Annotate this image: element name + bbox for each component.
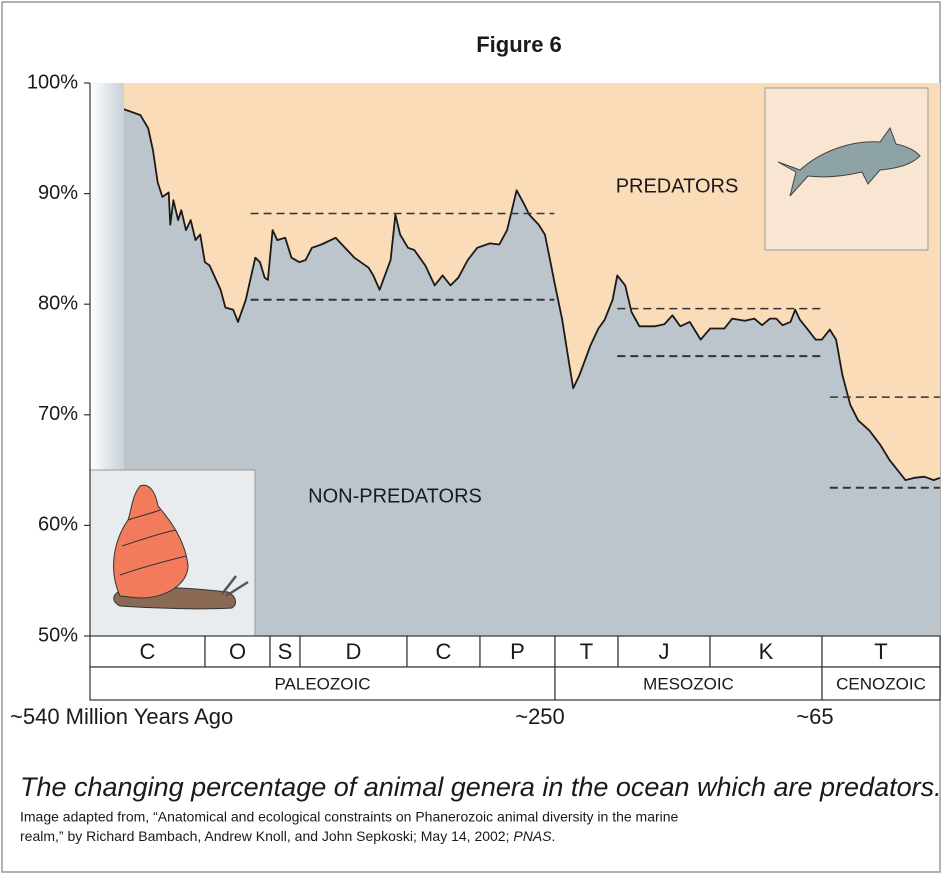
line (121, 107, 941, 481)
snail-shell (113, 484, 189, 599)
period-cell (269, 635, 301, 668)
period-label: C (140, 639, 156, 664)
source: Image adapted from, “Anatomical and ecol… (20, 809, 679, 825)
period-label: K (759, 639, 774, 664)
period-label: P (510, 639, 525, 664)
area-below (121, 108, 940, 636)
period-cell (406, 635, 481, 668)
region-label: NON-PREDATORS (308, 485, 482, 507)
region-label: PREDATORS (616, 175, 739, 197)
source-text: realm,” by Richard Bambach, Andrew Knoll… (20, 828, 513, 844)
time-label: ~540 Million Years Ago (10, 704, 233, 729)
era-cell (821, 666, 941, 701)
period-label: O (229, 639, 246, 664)
period-label: C (436, 639, 452, 664)
shark-icon (764, 87, 929, 251)
time-label: ~250 (515, 704, 565, 729)
period-label: T (874, 639, 887, 664)
period-cell (89, 635, 206, 668)
chart-title: Figure 6 (476, 32, 562, 57)
shell-whorl (119, 509, 187, 576)
era-cell (554, 666, 823, 701)
snail-antenna (221, 575, 249, 598)
period-cell (479, 635, 556, 668)
timeline: C O S D C P T J K T PALEOZOIC MESOZOIC CENOZOIC ~540 … (10, 635, 941, 729)
period-label: D (346, 639, 362, 664)
period-cell (554, 635, 619, 668)
period-label: J (659, 639, 670, 664)
snail-icon (89, 469, 256, 637)
axis: 50% 60% 70% 80% 90% 100% (27, 71, 91, 646)
area-above (121, 83, 940, 481)
era-label: CENOZOIC (836, 674, 926, 693)
period-cell (617, 635, 711, 668)
source-journal: PNAS (513, 828, 552, 844)
era-label: PALEOZOIC (274, 674, 370, 693)
period-cell (299, 635, 408, 668)
period-cell (821, 635, 941, 668)
y-tick-label: 60% (38, 514, 78, 536)
y-tick-label: 70% (38, 403, 78, 425)
y-tick-label: 50% (38, 624, 78, 646)
caption: The changing percentage of animal genera… (20, 772, 942, 802)
y-tick-label: 100% (27, 71, 78, 93)
era-cell (89, 666, 556, 701)
shark (777, 126, 921, 197)
period-label: T (580, 639, 593, 664)
y-tick-label: 90% (38, 182, 78, 204)
period-label: S (278, 639, 293, 664)
y-tick-label: 80% (38, 292, 78, 314)
era-label: MESOZOIC (643, 674, 734, 693)
source: realm,” by Richard Bambach, Andrew Knoll… (20, 828, 555, 844)
time-label: ~65 (796, 704, 833, 729)
source-text: . (552, 828, 556, 844)
